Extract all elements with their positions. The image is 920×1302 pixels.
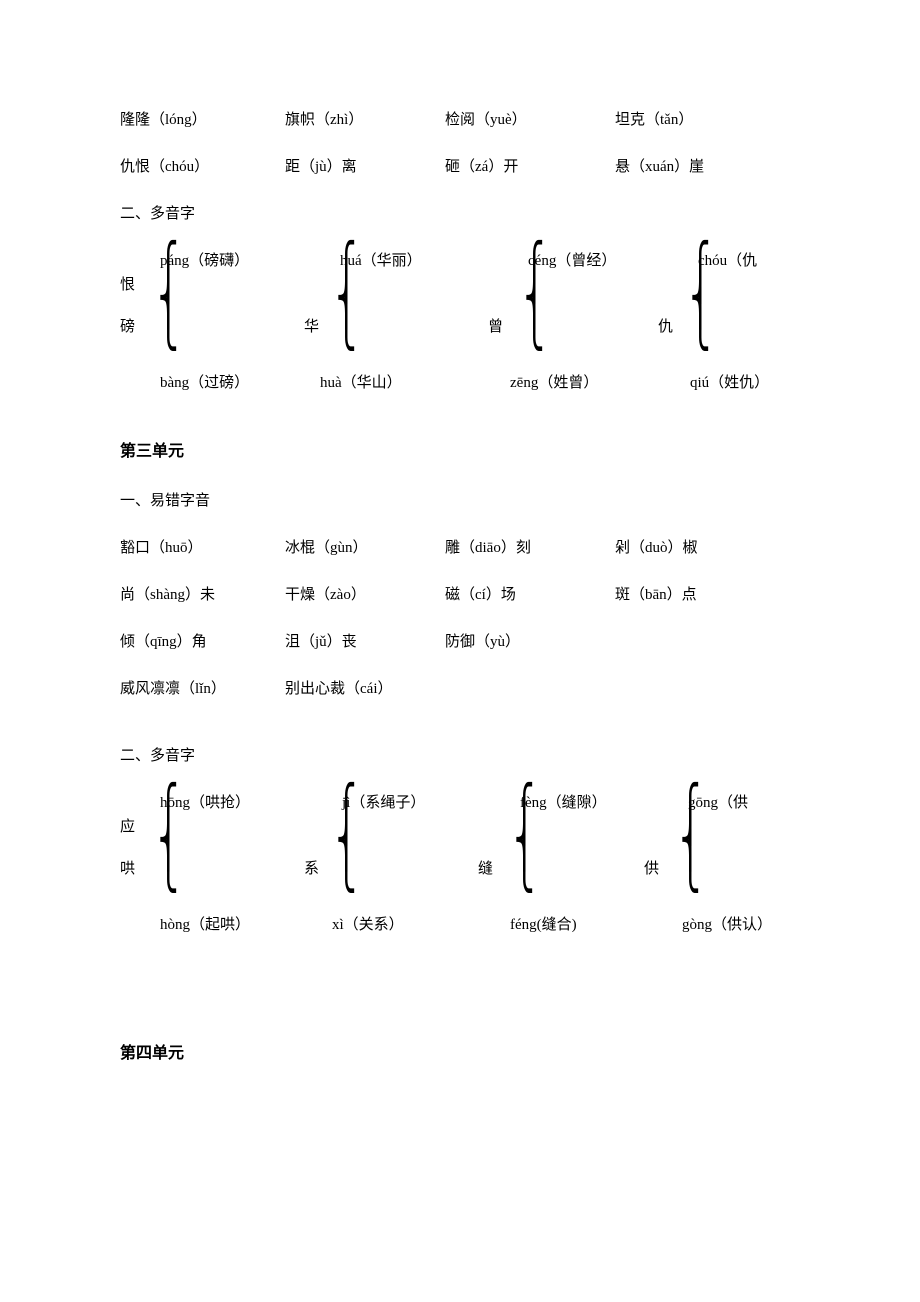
poly-reading: céng（曾经） <box>528 251 616 272</box>
vocab-item: 磁（cí）场 <box>445 585 615 606</box>
polyphone-block: 恨磅⎧⎨⎩páng（磅礴）bàng（过磅）华⎧⎨⎩huá（华丽）huà（华山）曾… <box>120 251 800 391</box>
brace-icon: ⎩ <box>336 293 356 347</box>
vocab-item: 防御（yù） <box>445 632 615 653</box>
poly-reading: féng(缝合) <box>510 915 577 936</box>
sub-heading-polyphone: 二、多音字 <box>120 746 800 767</box>
poly-character: 仇 <box>658 317 673 338</box>
poly-character: 缝 <box>478 859 493 880</box>
vocab-item: 尚（shàng）未 <box>120 585 285 606</box>
poly-reading: jì（系绳子） <box>342 793 425 814</box>
vocab-item: 雕（diāo）刻 <box>445 538 615 559</box>
poly-character: 曾 <box>488 317 503 338</box>
sub-heading-mistakes: 一、易错字音 <box>120 491 800 512</box>
brace-icon: ⎩ <box>158 293 178 347</box>
unit-title: 第四单元 <box>120 1043 800 1065</box>
poly-reading: páng（磅礴） <box>160 251 249 272</box>
vocab-item: 倾（qīng）角 <box>120 632 285 653</box>
brace-icon: ⎩ <box>514 835 534 889</box>
vocab-item: 豁口（huō） <box>120 538 285 559</box>
poly-reading: hòng（起哄） <box>160 915 250 936</box>
brace-icon: ⎩ <box>690 293 710 347</box>
poly-reading: xì（关系） <box>332 915 404 936</box>
brace-icon: ⎩ <box>524 293 544 347</box>
vocab-row: 隆隆（lóng） 旗帜（zhì） 检阅（yuè） 坦克（tǎn） <box>120 110 800 131</box>
vocab-item: 仇恨（chóu） <box>120 157 285 178</box>
poly-reading: gòng（供认） <box>682 915 772 936</box>
brace-icon: ⎩ <box>158 835 178 889</box>
vocab-item: 别出心裁（cái） <box>285 679 445 700</box>
poly-reading: fèng（缝隙） <box>520 793 607 814</box>
vocab-row: 豁口（huō） 冰棍（gùn） 雕（diāo）刻 剁（duò）椒 <box>120 538 800 559</box>
unit-title: 第三单元 <box>120 441 800 463</box>
brace-icon: ⎩ <box>336 835 356 889</box>
poly-character: 系 <box>304 859 319 880</box>
poly-character: 华 <box>304 317 319 338</box>
vocab-item: 威风凛凛（lǐn） <box>120 679 285 700</box>
polyphone-block: 应哄⎧⎨⎩hōng（哄抢）hòng（起哄）系⎧⎨⎩jì（系绳子）xì（关系）缝⎧… <box>120 793 800 933</box>
poly-reading: huà（华山） <box>320 373 402 394</box>
poly-prefix: 应 <box>120 817 135 838</box>
poly-reading: bàng（过磅） <box>160 373 249 394</box>
poly-reading: zēng（姓曾） <box>510 373 598 394</box>
poly-reading: qiú（姓仇） <box>690 373 769 394</box>
vocab-item: 沮（jǔ）丧 <box>285 632 445 653</box>
vocab-row: 倾（qīng）角 沮（jǔ）丧 防御（yù） <box>120 632 800 653</box>
poly-prefix: 磅 <box>120 317 135 338</box>
vocab-item: 悬（xuán）崖 <box>615 157 704 178</box>
vocab-item: 冰棍（gùn） <box>285 538 445 559</box>
poly-character: 供 <box>644 859 659 880</box>
sub-heading-polyphone: 二、多音字 <box>120 204 800 225</box>
poly-prefix: 恨 <box>120 275 135 296</box>
poly-reading: hōng（哄抢） <box>160 793 250 814</box>
vocab-row: 尚（shàng）未 干燥（zào） 磁（cí）场 斑（bān）点 <box>120 585 800 606</box>
vocab-item: 斑（bān）点 <box>615 585 697 606</box>
vocab-item: 剁（duò）椒 <box>615 538 698 559</box>
poly-prefix: 哄 <box>120 859 135 880</box>
vocab-row: 威风凛凛（lǐn） 别出心裁（cái） <box>120 679 800 700</box>
vocab-item: 旗帜（zhì） <box>285 110 445 131</box>
vocab-item: 干燥（zào） <box>285 585 445 606</box>
poly-reading: gōng（供 <box>688 793 748 814</box>
vocab-item: 砸（zá）开 <box>445 157 615 178</box>
poly-reading: huá（华丽） <box>340 251 422 272</box>
vocab-item: 隆隆（lóng） <box>120 110 285 131</box>
vocab-row: 仇恨（chóu） 距（jù）离 砸（zá）开 悬（xuán）崖 <box>120 157 800 178</box>
poly-reading: chóu（仇 <box>698 251 757 272</box>
brace-icon: ⎩ <box>680 835 700 889</box>
vocab-item: 距（jù）离 <box>285 157 445 178</box>
vocab-item: 检阅（yuè） <box>445 110 615 131</box>
vocab-item: 坦克（tǎn） <box>615 110 693 131</box>
